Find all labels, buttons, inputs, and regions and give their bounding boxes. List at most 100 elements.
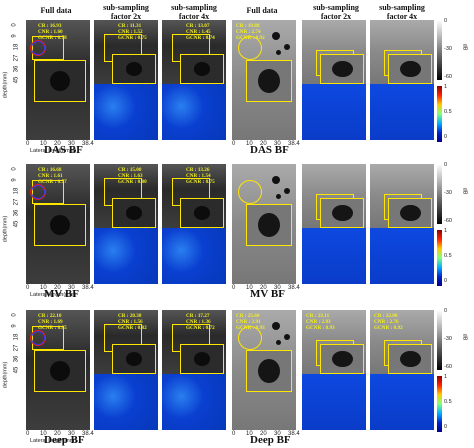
- color-colorbar-tick: 0: [444, 424, 448, 430]
- method-label-right: Deep BF: [250, 434, 291, 446]
- metric-text: CR : 16.68: [38, 167, 62, 173]
- cyst-region: [193, 206, 211, 220]
- cyst-region: [399, 60, 421, 78]
- metric-text: CR : 22.10: [38, 313, 62, 319]
- cyst-marker: [30, 184, 46, 200]
- metric-text: CNR : 1.69: [38, 319, 63, 325]
- lateral-tick: 0: [232, 285, 236, 291]
- difference-heatmap: [370, 228, 434, 284]
- metric-text: CNR : 1.52: [118, 29, 143, 35]
- ultrasound-image: CR : 22.10 CNR : 1.69 GCNR : 0.85: [26, 310, 90, 430]
- lateral-tick: 20: [54, 285, 61, 291]
- lateral-tick: 30: [68, 431, 75, 437]
- zoom-inset: [320, 198, 364, 228]
- phantom-image: [302, 20, 366, 84]
- cyst-region: [284, 44, 290, 50]
- depth-tick: 0: [11, 167, 18, 171]
- method-label-right: DAS BF: [250, 144, 289, 156]
- lateral-tick: 30: [274, 141, 281, 147]
- gray-colorbar: [437, 164, 442, 224]
- cyst-region: [284, 334, 290, 340]
- ultrasound-image: CR : 13.07 CNR : 1.45 GCNR : 0.74: [162, 20, 226, 84]
- cyst-region: [399, 350, 421, 368]
- gray-colorbar-tick: -30: [444, 336, 452, 342]
- metric-text: CNR : 1.54: [186, 173, 211, 179]
- cyst-region: [50, 215, 70, 235]
- cyst-region: [331, 350, 353, 368]
- lateral-tick: 0: [26, 141, 30, 147]
- ultrasound-image: CR : 20.38 CNR : 1.56 GCNR : 0.82: [94, 310, 158, 374]
- metric-text: GCNR : 0.78: [38, 35, 67, 41]
- lateral-tick: 0: [26, 285, 30, 291]
- depth-tick: 36: [13, 65, 20, 73]
- lateral-tick: 38.4: [288, 141, 300, 147]
- difference-heatmap: [370, 84, 434, 140]
- lateral-tick: 38.4: [82, 141, 94, 147]
- lateral-axis-label: Lateral length(mm): [30, 148, 77, 154]
- difference-heatmap: [370, 374, 434, 430]
- metric-text: CNR : 1.56: [118, 319, 143, 325]
- metric-text: GCNR : 0.80: [118, 179, 147, 185]
- zoom-inset: [112, 54, 156, 84]
- depth-axis-label: depth(mm): [2, 71, 9, 99]
- roi-box: [238, 36, 262, 60]
- metric-text: CNR : 2.83: [306, 319, 331, 325]
- right-header-sub4: sub-sampling factor 4x: [379, 3, 425, 21]
- cyst-region: [272, 176, 280, 184]
- color-colorbar-tick: 1: [444, 374, 448, 380]
- cyst-region: [50, 71, 70, 91]
- left-header-sub4: sub-sampling factor 4x: [171, 3, 217, 21]
- cyst-region: [276, 340, 281, 345]
- right-header-full: Full data: [246, 6, 278, 15]
- color-colorbar-tick: 1: [444, 228, 448, 234]
- metric-text: GCNR : 0.75: [186, 179, 215, 185]
- difference-heatmap: [302, 374, 366, 430]
- method-label-left: MV BF: [44, 288, 79, 300]
- difference-heatmap: [94, 228, 158, 284]
- lateral-tick: 0: [232, 431, 236, 437]
- phantom-image: CR : 19.88 CNR : 2.74 GCNR : 0.92: [232, 20, 296, 140]
- ultrasound-image: CR : 13.26 CNR : 1.54 GCNR : 0.75: [162, 164, 226, 228]
- left-header-full: Full data: [40, 6, 72, 15]
- zoom-inset: [112, 344, 156, 374]
- ultrasound-image: CR : 16.68 CNR : 1.61 GCNR : 0.77: [26, 164, 90, 284]
- cyst-region: [258, 359, 280, 383]
- zoom-inset: [34, 204, 86, 246]
- zoom-inset: [388, 344, 432, 374]
- difference-heatmap: [162, 228, 226, 284]
- lateral-tick: 10: [40, 431, 47, 437]
- metric-text: CNR : 1.63: [118, 173, 143, 179]
- depth-tick: 45: [13, 366, 20, 374]
- right-header-sub2: sub-sampling factor 2x: [313, 3, 359, 21]
- metric-text: CR : 15.00: [118, 167, 142, 173]
- metric-text: CNR : 2.74: [236, 29, 261, 35]
- gray-colorbar-tick: 0: [444, 18, 448, 24]
- lateral-tick: 20: [260, 141, 267, 147]
- gray-colorbar-tick: 0: [444, 162, 448, 168]
- metric-text: CR : 25.60: [236, 313, 260, 319]
- lateral-tick: 38.4: [288, 431, 300, 437]
- zoom-inset: [388, 54, 432, 84]
- metric-text: CR : 13.07: [186, 23, 210, 29]
- metric-text: GCNR : 0.75: [118, 35, 147, 41]
- gray-colorbar-tick: -60: [444, 218, 452, 224]
- depth-tick: 9: [11, 324, 18, 328]
- cyst-marker: [30, 330, 46, 346]
- depth-tick: 27: [13, 344, 20, 352]
- depth-tick: 45: [13, 76, 20, 84]
- color-colorbar: [437, 230, 442, 286]
- lateral-tick: 0: [232, 141, 236, 147]
- metric-text: CNR : 1.36: [186, 319, 211, 325]
- lateral-tick: 38.4: [82, 285, 94, 291]
- cyst-marker: [30, 40, 46, 56]
- zoom-inset: [320, 344, 364, 374]
- cyst-region: [193, 352, 211, 366]
- metric-text: CR : 23.11: [306, 313, 330, 319]
- gray-colorbar-tick: -60: [444, 364, 452, 370]
- metric-text: GCNR : 0.72: [186, 325, 215, 331]
- zoom-inset: [34, 350, 86, 392]
- phantom-image: CR : 25.60 CNR : 2.91 GCNR : 0.93: [232, 310, 296, 430]
- color-colorbar: [437, 86, 442, 142]
- depth-tick: 18: [13, 333, 20, 341]
- lateral-tick: 10: [246, 141, 253, 147]
